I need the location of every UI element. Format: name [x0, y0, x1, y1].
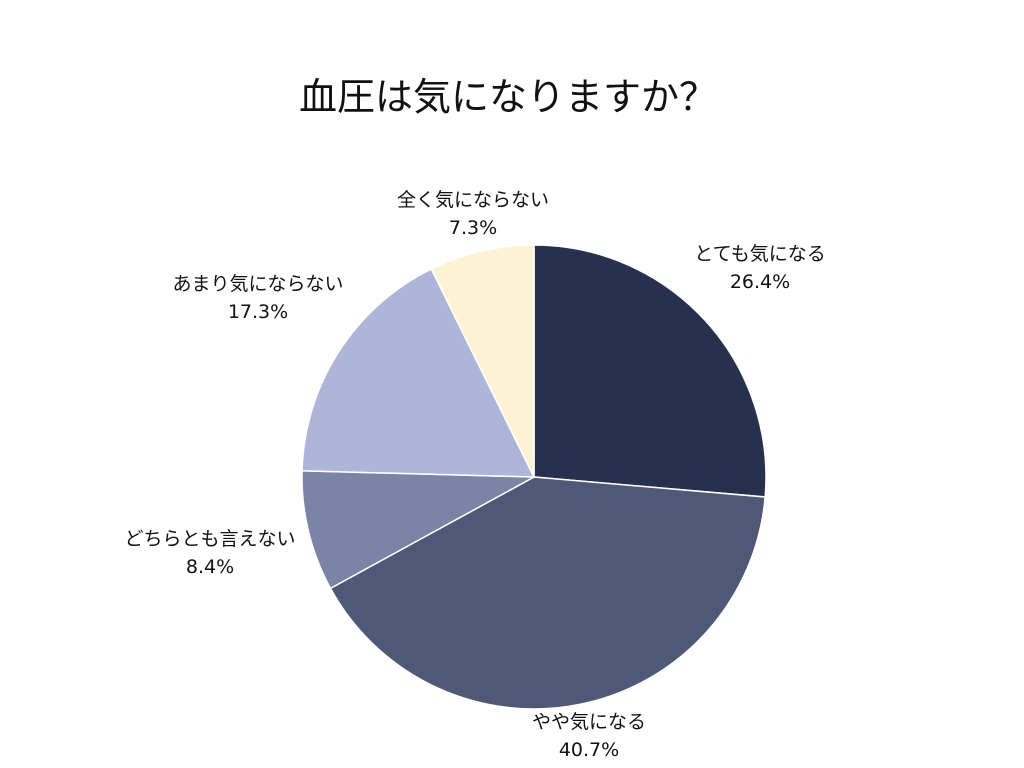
pie-slice [329, 476, 766, 710]
slice-label: あまり気にならない [172, 273, 343, 295]
slice-label: 全く気にならない [397, 189, 549, 211]
pie-slice [301, 267, 536, 478]
slice-value-label: 17.3% [228, 301, 288, 323]
slice-value-label: 8.4% [186, 556, 234, 578]
pie-slice [301, 470, 537, 590]
slice-value-label: 7.3% [449, 217, 497, 239]
pie-slice [430, 244, 535, 478]
slice-value-label: 26.4% [730, 271, 790, 293]
pie-labels: とても気になる 26.4% やや気になる 40.7% どちらとも言えない 8.4% あまり気… [124, 189, 825, 761]
slice-value-label: 40.7% [559, 739, 619, 761]
slice-label: どちらとも言えない [124, 528, 295, 550]
pie-slices [301, 244, 767, 710]
pie-slice [533, 244, 767, 498]
slice-label: とても気になる [694, 243, 825, 265]
slice-label: やや気になる [532, 711, 646, 733]
chart-title: 血圧は気になりますか？ [299, 75, 717, 119]
